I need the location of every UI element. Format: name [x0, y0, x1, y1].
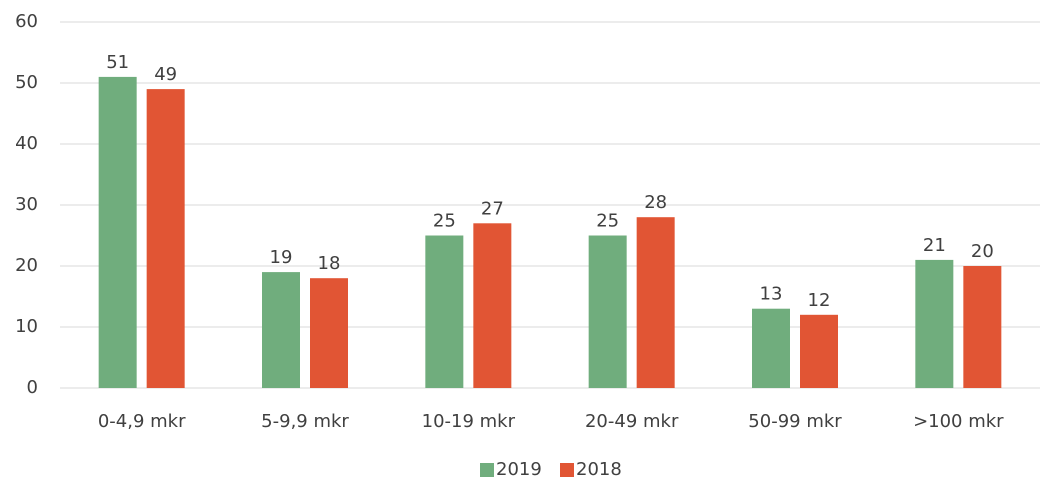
- bar: [752, 308, 790, 388]
- data-label: 21: [923, 235, 946, 256]
- data-label: 51: [106, 52, 129, 73]
- y-tick-label: 20: [15, 255, 38, 276]
- legend-label: 2019: [496, 459, 542, 480]
- data-label: 25: [433, 211, 456, 232]
- y-tick-label: 40: [15, 133, 38, 154]
- bar: [425, 235, 464, 388]
- legend-label: 2018: [576, 459, 622, 480]
- bar: [588, 235, 627, 388]
- data-label: 18: [318, 253, 341, 274]
- bar: [963, 266, 1002, 388]
- x-tick-label: 0-4,9 mkr: [98, 411, 186, 432]
- data-label: 28: [644, 192, 667, 213]
- y-tick-label: 0: [27, 377, 38, 398]
- x-tick-label: 20-49 mkr: [585, 411, 679, 432]
- x-tick-label: 10-19 mkr: [422, 411, 516, 432]
- y-tick-label: 10: [15, 316, 38, 337]
- data-label: 13: [760, 284, 783, 305]
- legend-swatch: [560, 463, 574, 477]
- data-label: 49: [154, 64, 177, 85]
- x-tick-label: >100 mkr: [913, 411, 1004, 432]
- bar: [636, 217, 675, 388]
- data-label: 27: [481, 198, 504, 219]
- bar: [98, 76, 137, 389]
- y-tick-label: 30: [15, 194, 38, 215]
- data-label: 20: [971, 241, 994, 262]
- bar: [310, 278, 348, 388]
- legend-swatch: [480, 463, 494, 477]
- y-tick-label: 60: [15, 11, 38, 32]
- bar: [915, 259, 954, 388]
- x-tick-label: 5-9,9 mkr: [261, 411, 349, 432]
- bar: [800, 314, 838, 388]
- data-label: 12: [808, 290, 831, 311]
- y-tick-label: 50: [15, 72, 38, 93]
- data-label: 19: [270, 247, 293, 268]
- bar: [146, 89, 185, 388]
- bar: [262, 272, 300, 388]
- bar: [473, 223, 512, 388]
- x-tick-label: 50-99 mkr: [748, 411, 842, 432]
- data-label: 25: [596, 211, 619, 232]
